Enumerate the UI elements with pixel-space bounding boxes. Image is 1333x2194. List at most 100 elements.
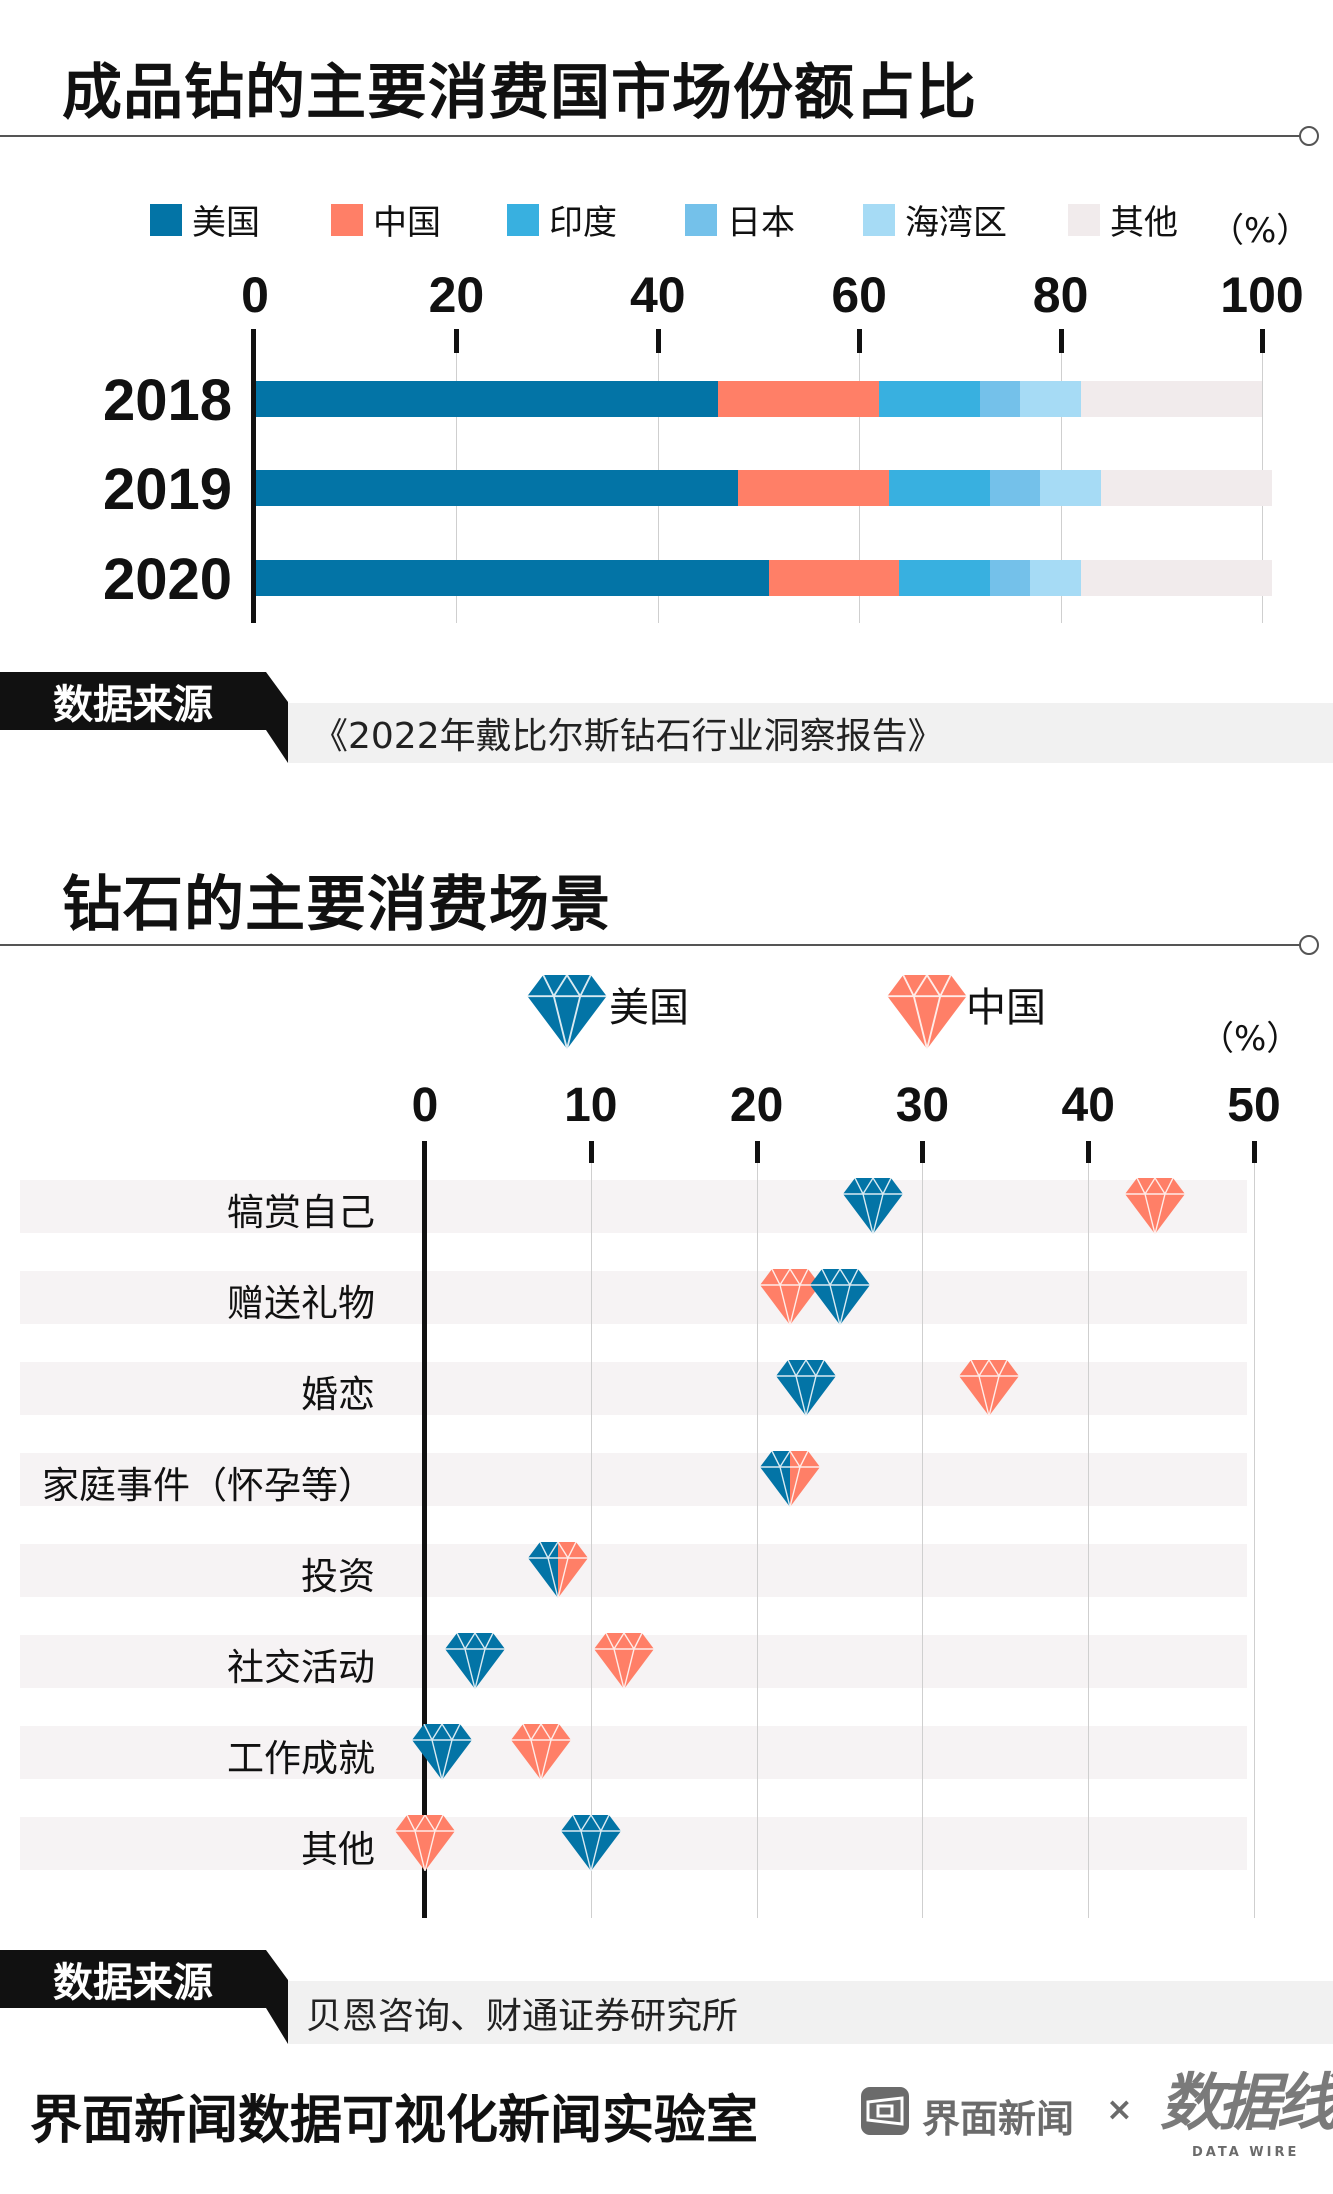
category-label: 其他 xyxy=(301,1828,375,1871)
x-tick-label: 30 xyxy=(895,1079,950,1132)
x-tick-label: 20 xyxy=(729,1079,784,1132)
divider-end-circle xyxy=(1299,126,1319,146)
bar-segment-gulf xyxy=(1030,560,1081,596)
legend-swatch xyxy=(1068,203,1100,236)
x-tick-label: 40 xyxy=(1061,1079,1115,1132)
diamond-us-marker xyxy=(776,1360,837,1416)
bar-segment-us xyxy=(255,470,739,506)
x-tick-label: 50 xyxy=(1227,1079,1281,1132)
diamond-cn-marker xyxy=(395,1815,455,1871)
gridline xyxy=(922,1163,924,1918)
chart1-legend: 美国 中国 印度 日本 海湾区 其他 xyxy=(150,195,1200,243)
legend-swatch xyxy=(150,203,182,236)
bar-segment-us xyxy=(255,560,769,596)
x-tick xyxy=(1252,1141,1257,1163)
chart1-title: 成品钻的主要消费国市场份额占比 xyxy=(62,58,977,128)
bar-segment-japan xyxy=(980,381,1021,417)
diamond-cn-marker xyxy=(511,1724,572,1780)
bar-segment-other xyxy=(1080,381,1262,417)
bar-segment-gulf xyxy=(1040,470,1101,506)
category-label: 投资 xyxy=(301,1555,375,1598)
gridline xyxy=(1088,1163,1090,1918)
diamond-us-marker xyxy=(842,1178,903,1234)
bar-segment-india xyxy=(879,381,981,417)
row-band xyxy=(20,1180,1247,1233)
diamond-us-marker xyxy=(560,1815,621,1871)
jiemian-logo-text: 界面新闻 xyxy=(922,2097,1075,2141)
bar-segment-cn xyxy=(738,470,890,506)
chart1-source-label: 数据来源 xyxy=(0,672,266,730)
y-axis xyxy=(422,1141,427,1918)
x-tick-label: 80 xyxy=(1032,267,1089,323)
x-tick-label: 0 xyxy=(411,1079,439,1132)
x-tick xyxy=(588,1141,594,1163)
legend-label: 其他 xyxy=(1110,203,1178,243)
x-tick xyxy=(857,329,863,353)
datawire-logo-sub: DATA WIRE xyxy=(1192,2145,1300,2160)
category-label: 婚恋 xyxy=(301,1373,375,1416)
legend-swatch xyxy=(507,203,539,236)
chart1-unit: （%） xyxy=(1210,211,1311,251)
y-axis xyxy=(251,329,256,623)
x-tick xyxy=(920,1141,926,1163)
x-tick xyxy=(1086,1141,1092,1163)
chart2-plot: 犒赏自己 赠送礼物 婚恋 家庭事件（怀孕等） 投资 社交活动 工作成就 其他 0 10 20 30 40… xyxy=(20,1079,1281,1918)
chart2-title-divider xyxy=(0,944,1300,946)
x-tick xyxy=(454,329,460,353)
legend-diamond-cn-icon xyxy=(887,975,967,1049)
legend-label: 日本 xyxy=(727,203,795,243)
year-label: 2019 xyxy=(102,457,232,522)
diamond-cn-marker xyxy=(1124,1178,1185,1234)
legend-label: 美国 xyxy=(192,203,260,243)
footer-title: 界面新闻数据可视化新闻实验室 xyxy=(30,2091,759,2151)
row-band xyxy=(20,1362,1247,1415)
row-band xyxy=(20,1453,1247,1506)
source-notch xyxy=(266,1950,288,2044)
diamond-us-marker xyxy=(809,1269,870,1325)
x-tick-label: 60 xyxy=(831,267,887,323)
legend-item-gulf: 海湾区 xyxy=(863,195,1007,244)
chart1-title-divider xyxy=(0,135,1300,137)
bar-segment-cn xyxy=(768,560,900,596)
chart1-source: 《2022年戴比尔斯钻石行业洞察报告》 xyxy=(288,703,1333,763)
year-label: 2020 xyxy=(102,547,232,612)
legend-item-cn: 中国 xyxy=(331,195,441,244)
bar-segment-us xyxy=(255,381,719,417)
bar-segment-india xyxy=(899,560,991,596)
jiemian-logo-icon xyxy=(861,2087,909,2135)
legend-label-us: 美国 xyxy=(609,985,689,1031)
legend-label-cn: 中国 xyxy=(966,985,1046,1031)
legend-item-other: 其他 xyxy=(1068,195,1178,244)
legend-item-us: 美国 xyxy=(150,195,260,244)
source-notch xyxy=(266,672,288,763)
legend-diamond-us-icon xyxy=(527,975,607,1049)
row-band xyxy=(20,1726,1247,1779)
gridline xyxy=(1254,1163,1255,1918)
category-label: 社交活动 xyxy=(227,1646,375,1689)
legend-swatch xyxy=(331,203,363,236)
diamond-split-marker xyxy=(527,1542,588,1598)
chart2-legend: 美国 中国 xyxy=(0,975,1333,1049)
x-tick xyxy=(1058,329,1064,353)
x-tick-label: 100 xyxy=(1220,267,1304,323)
diamond-cn-marker xyxy=(593,1633,654,1689)
chart2-source: 贝恩咨询、财通证券研究所 xyxy=(288,1981,1333,2044)
legend-label: 中国 xyxy=(373,203,441,243)
legend-swatch xyxy=(685,203,717,236)
times-sign: × xyxy=(1106,2090,1133,2128)
bar-segment-cn xyxy=(718,381,880,417)
x-tick-label: 10 xyxy=(564,1079,618,1132)
legend-item-japan: 日本 xyxy=(685,195,795,244)
chart1-plot: 0 20 40 60 80 100 2018 2019 2020 xyxy=(0,0,1333,640)
bar-segment-japan xyxy=(990,470,1041,506)
x-tick-label: 0 xyxy=(241,267,269,323)
divider-end-circle xyxy=(1299,935,1319,955)
gridline xyxy=(756,1163,758,1918)
diamond-cn-marker xyxy=(958,1360,1019,1416)
bar-segment-japan xyxy=(990,560,1031,596)
legend-item-india: 印度 xyxy=(507,195,617,244)
diamond-split-marker xyxy=(759,1451,820,1507)
row-band xyxy=(20,1544,1247,1597)
x-tick xyxy=(1260,329,1265,353)
x-tick-label: 40 xyxy=(629,267,686,323)
